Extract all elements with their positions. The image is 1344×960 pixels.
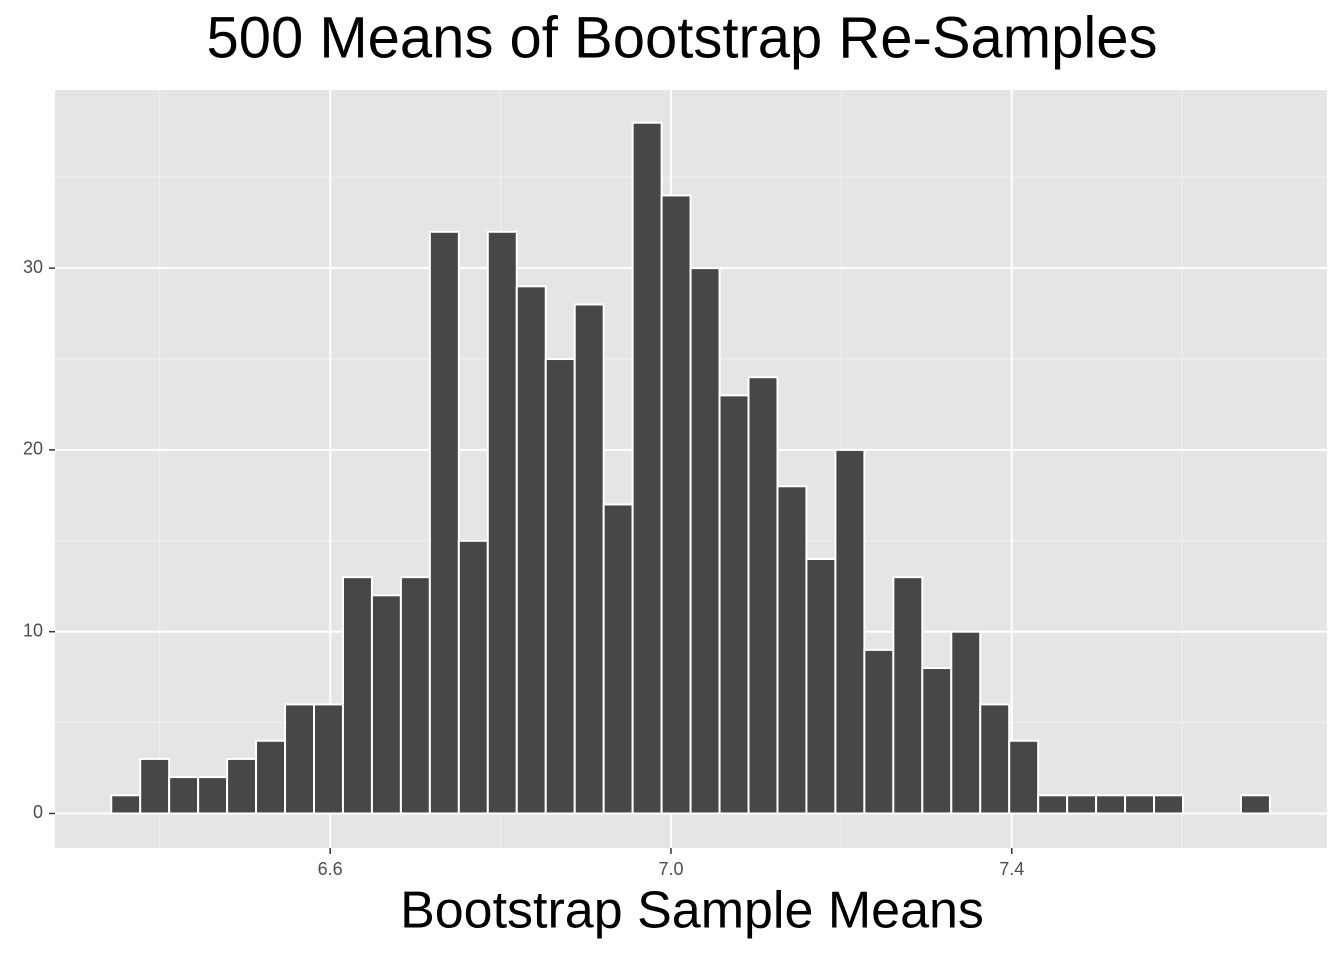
bars [110,121,1271,815]
bar [370,594,402,815]
bar [341,576,373,815]
y-tick-label: 10 [23,620,43,640]
bar [1153,794,1185,815]
bar [313,703,344,815]
bar [979,703,1011,815]
bar [921,667,953,815]
bar [110,794,142,815]
bar [1124,794,1156,815]
x-tick-label: 7.4 [999,859,1024,879]
bar [168,776,200,815]
bar [805,557,837,815]
bar [428,230,460,815]
bar [863,648,895,815]
axes: 6.6 7.0 7.4 0 10 20 30 [23,257,1024,879]
bar [515,285,547,815]
x-axis-label: Bootstrap Sample Means [400,882,984,940]
bar [1066,794,1098,815]
bar [573,303,605,815]
bar [226,757,258,815]
bar [1095,794,1127,815]
bar [544,358,576,815]
bar [457,539,489,815]
bar [689,267,721,815]
bar [255,739,287,815]
y-tick-label: 20 [23,439,43,459]
bar [892,576,924,815]
bar [486,230,518,815]
bar [399,576,431,815]
bar [284,703,316,815]
bar [834,448,866,815]
x-tick-label: 6.6 [318,859,343,879]
bar [776,485,808,815]
y-tick-label: 30 [23,257,43,277]
y-tick-label: 0 [33,802,43,822]
bar [602,503,634,815]
bar [660,194,692,815]
bar [1037,794,1069,815]
bar [747,376,779,815]
bar [1008,739,1040,815]
bar [1239,794,1271,815]
bar [950,630,982,815]
chart-title: 500 Means of Bootstrap Re-Samples [206,5,1157,70]
bar [631,121,663,815]
bar [197,776,229,815]
bar [718,394,750,815]
bar [139,757,171,815]
x-tick-label: 7.0 [658,859,683,879]
